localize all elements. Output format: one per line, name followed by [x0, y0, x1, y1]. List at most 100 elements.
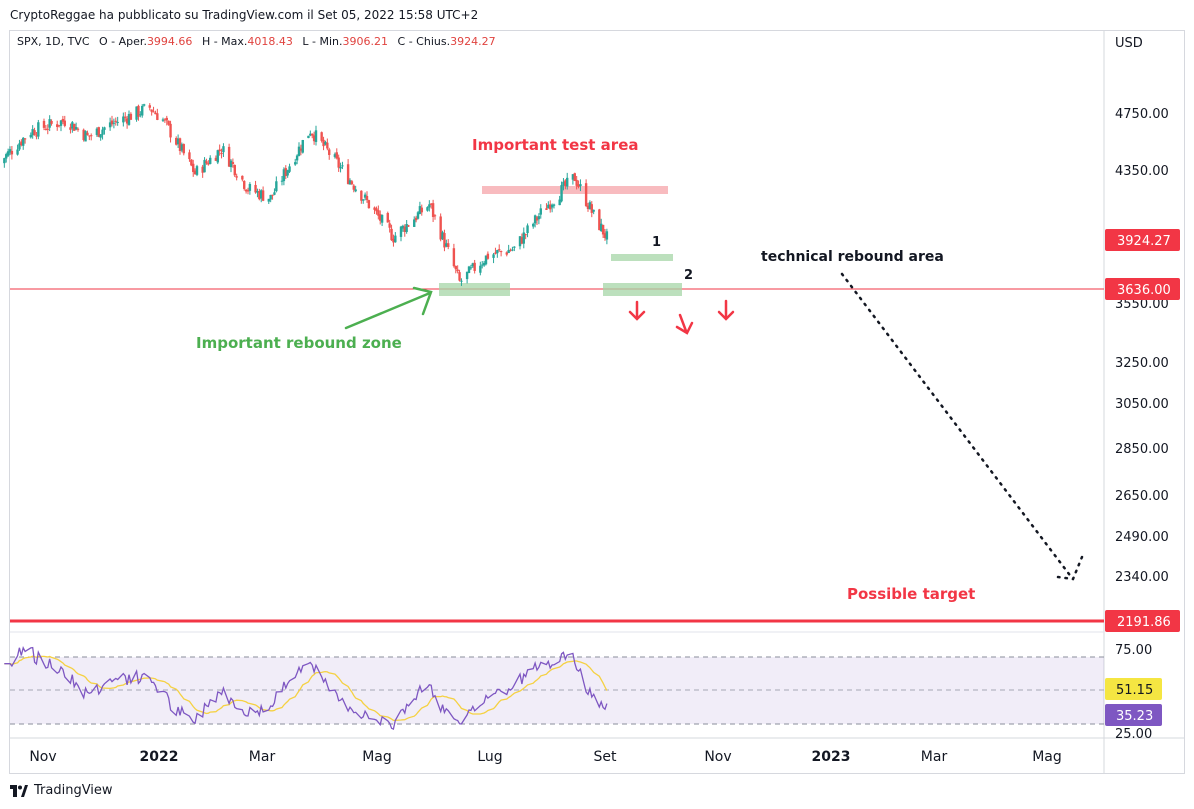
rsi-ma-line: [4, 655, 608, 722]
candle-up: [307, 135, 310, 139]
candle-down: [346, 164, 350, 184]
candle-down: [218, 149, 221, 152]
candle-down: [299, 148, 303, 151]
y-tick-label: 2850.00: [1115, 442, 1169, 457]
projection-dotted-arrow: [840, 272, 1084, 581]
candle-up: [533, 215, 537, 224]
red-down-arrow-icon: [675, 313, 694, 335]
candle-down: [124, 116, 127, 118]
candle-up: [605, 231, 609, 240]
candle-down: [505, 252, 508, 255]
candle-up: [479, 265, 482, 273]
candle-down: [456, 269, 459, 272]
candle-down: [46, 128, 49, 130]
symbol-legend: SPX, 1D, TVC O - Aper.3994.66 H - Max.40…: [17, 35, 496, 48]
candle-down: [386, 212, 389, 223]
candle-down: [35, 135, 38, 137]
candle-up: [295, 155, 299, 161]
candle-up: [122, 116, 125, 123]
candle-up: [37, 122, 40, 137]
candle-down: [388, 223, 391, 228]
red-down-arrow-icon: [717, 299, 735, 321]
candle-up: [518, 236, 522, 247]
candle-up: [416, 212, 420, 219]
candle-down: [233, 165, 236, 176]
candle-up: [445, 243, 448, 247]
price-badge-target: 2191.86: [1105, 610, 1180, 632]
candle-up: [301, 140, 304, 153]
candle-down: [373, 207, 376, 210]
candle-up: [558, 199, 561, 206]
candle-down: [564, 180, 567, 187]
candle-down: [154, 112, 157, 115]
candle-up: [513, 246, 516, 248]
candle-up: [6, 151, 10, 156]
candle-up: [511, 249, 514, 251]
chart-frame: [9, 30, 1185, 774]
price-badge-last: 3924.27: [1105, 229, 1180, 251]
candle-down: [42, 120, 46, 128]
candle-down: [63, 120, 66, 126]
candle-up: [248, 183, 252, 191]
candle-down: [220, 153, 223, 155]
candle-down: [335, 152, 338, 159]
candle-up: [588, 202, 592, 210]
annotation-label-1: 1: [652, 235, 661, 250]
candle-up: [324, 141, 327, 145]
candle-up: [260, 190, 263, 199]
candle-up: [441, 232, 444, 240]
candle-up: [341, 165, 344, 167]
candle-down: [499, 251, 503, 253]
candle-up: [8, 149, 12, 153]
candle-up: [482, 262, 486, 266]
candle-down: [167, 120, 170, 125]
candle-down: [509, 249, 512, 251]
candle-down: [205, 161, 208, 164]
candle-down: [524, 234, 527, 236]
candle-up: [526, 225, 529, 234]
candle-up: [161, 119, 165, 121]
candle-up: [426, 207, 429, 211]
candle-up: [550, 204, 554, 208]
currency-label: USD: [1115, 36, 1143, 51]
candle-down: [473, 262, 476, 271]
candle-up: [539, 208, 542, 215]
footer-brand-label: TradingView: [34, 783, 113, 798]
y-tick-label: 4350.00: [1115, 164, 1169, 179]
candle-up: [354, 189, 357, 192]
candle-down: [392, 238, 395, 243]
candle-down: [57, 125, 61, 127]
candle-up: [127, 113, 131, 125]
footer-brand[interactable]: TradingView: [10, 783, 113, 798]
candle-up: [348, 180, 352, 185]
legend-low-label: L - Min.: [302, 35, 343, 48]
candle-up: [401, 225, 405, 229]
candle-down: [73, 124, 76, 131]
candle-down: [193, 170, 197, 175]
x-tick-label: Nov: [704, 749, 731, 765]
candle-down: [201, 166, 204, 173]
y-tick-label: 2340.00: [1115, 570, 1169, 585]
attribution-text: CryptoReggae ha pubblicato su TradingVie…: [10, 8, 479, 22]
candle-up: [209, 157, 212, 164]
y-tick-label: 4750.00: [1115, 107, 1169, 122]
candle-down: [443, 233, 446, 248]
x-tick-label: Lug: [477, 749, 502, 765]
candle-up: [418, 206, 422, 214]
candle-up: [74, 127, 78, 130]
candle-down: [175, 138, 178, 145]
legend-close-label: C - Chius.: [397, 35, 451, 48]
candle-down: [284, 168, 287, 177]
candle-down: [377, 210, 380, 216]
candle-down: [535, 217, 539, 221]
price-badge-text: 3636.00: [1117, 283, 1171, 298]
annotation-label-2: 2: [684, 268, 693, 283]
candle-up: [59, 120, 63, 126]
annotation-target: Possible target: [847, 585, 975, 603]
x-tick-label: Mag: [362, 749, 392, 765]
candle-down: [447, 243, 450, 247]
candle-down: [601, 224, 605, 235]
candle-up: [294, 162, 297, 165]
candle-up: [592, 209, 595, 212]
